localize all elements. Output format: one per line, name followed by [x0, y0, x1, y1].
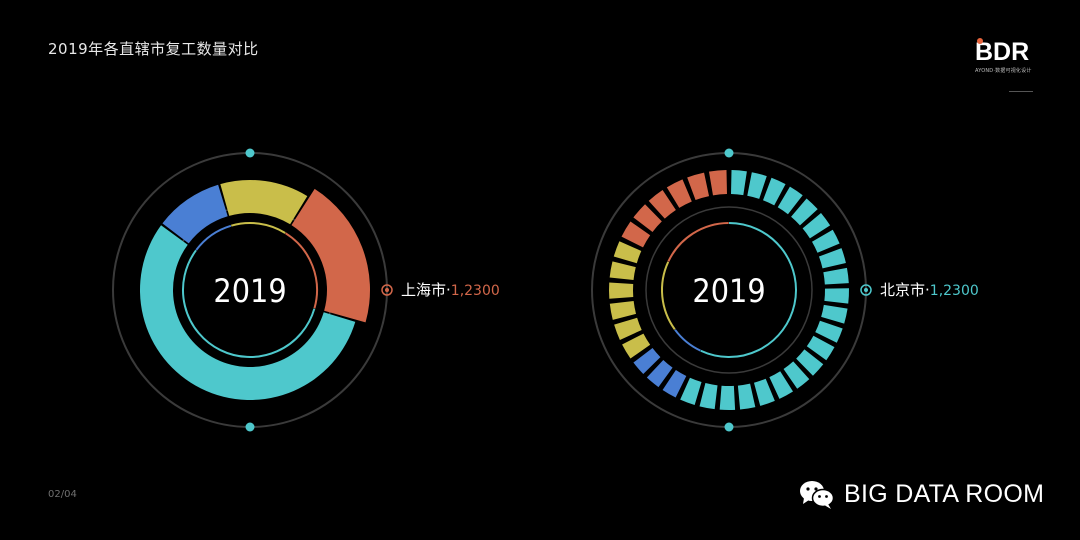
logo-text: BDR: [975, 38, 1030, 66]
callout-separator: ·: [925, 281, 930, 299]
logo-dot: [977, 38, 983, 44]
brand-logo: BDR AYOND·数据可视化设计: [975, 38, 1035, 74]
donut-segment: [139, 225, 356, 401]
logo-subtitle: AYOND·数据可视化设计: [975, 68, 1032, 74]
inner-indicator-arc: [195, 224, 232, 251]
inner-ring: [645, 206, 813, 374]
donut-segment: [220, 180, 308, 225]
callout-separator: ·: [446, 281, 451, 299]
inner-indicator-arc: [667, 222, 729, 262]
brand-footer: BIG DATA ROOM: [798, 478, 1044, 510]
donut-block: [783, 361, 810, 389]
donut-block: [731, 170, 747, 196]
logo-mark: BDR: [975, 38, 1035, 66]
donut-block: [648, 190, 676, 219]
donut-block: [815, 320, 843, 343]
donut-block: [646, 359, 673, 388]
donut-block: [614, 317, 642, 340]
donut-block: [609, 282, 634, 299]
callout-city: 北京市: [880, 281, 925, 299]
donut-block: [621, 221, 651, 248]
wechat-icon: [800, 481, 835, 509]
donut-block: [806, 335, 835, 361]
donut-block: [708, 170, 727, 196]
logo-divider: [1009, 91, 1033, 92]
donut-block: [666, 179, 692, 208]
donut-block: [737, 383, 756, 410]
inner-indicator-arc: [230, 222, 286, 234]
inner-indicator-arc: [700, 222, 797, 358]
donut-block: [791, 198, 818, 226]
inner-indicator-arc: [284, 232, 318, 309]
donut-block: [823, 267, 849, 285]
donut-block: [821, 304, 848, 324]
brand-name: BIG DATA ROOM: [844, 479, 1045, 508]
donut-block: [687, 172, 710, 201]
donut-block: [609, 261, 636, 280]
inner-indicator-arc: [182, 249, 316, 358]
ring-marker-bottom: [245, 422, 255, 432]
donut-block: [811, 229, 840, 253]
inner-indicator-arc: [661, 261, 676, 330]
donut-block: [824, 288, 849, 304]
donut-block: [802, 212, 831, 239]
donut-block: [633, 204, 662, 232]
page-number: 02/04: [48, 489, 77, 500]
donut-block: [609, 301, 637, 320]
page-title: 2019年各直辖市复工数量对比: [48, 40, 259, 58]
donut-block: [699, 383, 718, 410]
center-year-label: 2019: [213, 272, 286, 310]
donut-block: [680, 377, 702, 405]
ring-marker-bottom: [724, 422, 734, 432]
donut-block: [747, 172, 767, 199]
donut-block: [796, 349, 824, 376]
donut-segment: [291, 188, 370, 323]
callout-label: 北京市·1,2300: [880, 281, 979, 299]
donut-block: [769, 371, 793, 399]
callout-value: 1,2300: [451, 283, 500, 299]
callout-marker: [860, 284, 872, 296]
donut-segment: [162, 184, 228, 244]
callout-marker-dot: [385, 288, 389, 292]
donut-block: [613, 241, 642, 264]
donut-block: [622, 333, 651, 359]
ring-marker-top: [724, 148, 734, 158]
donut-block: [777, 186, 803, 215]
donut-block: [763, 177, 786, 206]
donut-block: [719, 385, 736, 411]
inner-indicator-arc: [674, 329, 701, 352]
callout-marker-dot: [864, 288, 868, 292]
callout-label: 上海市·1,2300: [401, 281, 500, 299]
donut-block: [633, 348, 661, 374]
center-year-label: 2019: [692, 272, 765, 310]
donut-block: [753, 378, 775, 406]
callout-marker: [381, 284, 393, 296]
donut-block: [818, 248, 846, 269]
callout-value: 1,2300: [930, 283, 979, 299]
ring-marker-top: [245, 148, 255, 158]
donut-block: [662, 369, 687, 398]
callout-city: 上海市: [401, 281, 446, 299]
